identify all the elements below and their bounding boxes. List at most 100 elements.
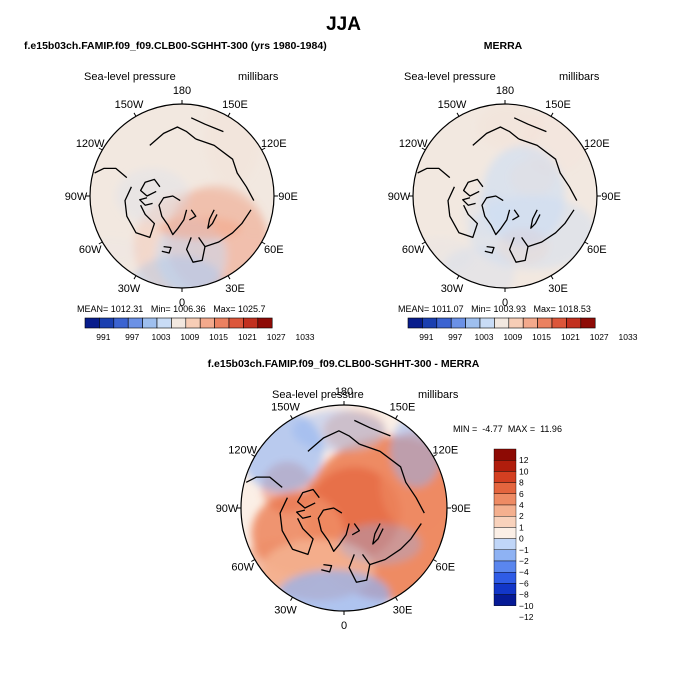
panel-1-coastline (124, 186, 156, 239)
panel-1-lon-label: 180 (173, 85, 191, 97)
panel-3-title: f.e15b03ch.FAMIP.f09_f09.CLB00-SGHHT-300… (207, 358, 480, 370)
panel-1-stats: MEAN= 1012.31 Min= 1006.36 Max= 1025.7 (77, 304, 266, 314)
panel-1-field-patch (115, 168, 190, 224)
panel-3-colorbar-label: −2 (519, 556, 529, 566)
panel-2-lon-label: 30W (441, 283, 464, 295)
panel-3-colorbar-label: 12 (519, 455, 529, 465)
panel-1-lon-label: 30E (225, 283, 245, 295)
panel-1-colorbar-swatch (228, 317, 244, 329)
panel-2-colorbar-label: 997 (448, 332, 462, 342)
panel-2-map: 180 150E 120E 90E 60E 30E 0 30W 60W 90W 120W 150W (388, 85, 621, 309)
panel-2-lon-label: 150E (545, 99, 571, 111)
panel-1-coastline (207, 209, 218, 229)
panel-3-colorbar-swatch (493, 493, 517, 506)
panel-1-colorbar-label: 991 (96, 332, 110, 342)
panel-1-colorbar-label: 1033 (296, 332, 315, 342)
panel-2-lon-label: 0 (502, 297, 508, 309)
panel-3-min-value: -4.77 (482, 424, 503, 434)
panel-2-colorbar-swatch (494, 317, 510, 329)
panel-3-colorbar-label: 2 (519, 511, 524, 521)
panel-1-lon-label: 90E (278, 191, 298, 203)
panel-3-coastline (359, 443, 425, 514)
panel-3-colorbar-label: 1 (519, 522, 524, 532)
panel-1-colorbar-swatch (257, 317, 273, 329)
panel-1-colorbar: 991 997 1003 1009 1015 1021 1027 1033 (84, 317, 315, 342)
panel-2-lon-label: 120W (399, 138, 428, 150)
panel-1-field-patch (131, 255, 224, 288)
panel-3-colorbar-swatch (493, 527, 517, 539)
panel-2-coastline (447, 186, 479, 239)
panel-2-colorbar-swatch (436, 317, 452, 329)
panel-3-colorbar-label: 10 (519, 466, 529, 476)
panel-3-max-value: 11.96 (540, 424, 562, 434)
panel-1-lon-label: 120E (261, 138, 287, 150)
panel-2-colorbar-swatch (580, 317, 596, 329)
panel-3-coastline (295, 509, 312, 519)
panel-3-units: millibars (418, 389, 459, 401)
panel-3-lon-label: 30W (274, 604, 297, 616)
panel-3-coastline (348, 554, 371, 583)
panel-1-colorbar-swatch (199, 317, 215, 329)
panel-2-colorbar-label: 1033 (619, 332, 638, 342)
panel-1-units: millibars (238, 71, 279, 83)
panel-2-max-label: Max= (533, 304, 556, 314)
panel-1-colorbar-swatch (185, 317, 201, 329)
panel-2-coastline (472, 126, 520, 146)
panel-3-max-label: MAX = (507, 424, 536, 434)
panel-1-lon-tick (133, 275, 137, 280)
panel-3-colorbar-label: −12 (519, 612, 534, 622)
panel-2-colorbar: 991 997 1003 1009 1015 1021 1027 1033 (407, 317, 638, 342)
panel-1-lon-tick (261, 147, 266, 151)
panel-2-coastline (417, 167, 451, 179)
panel-2-colorbar-swatch (479, 317, 495, 329)
panel-3-map: 180 150E 120E 90E 60E 30E 0 30W 60W 90W 120W 150W (216, 386, 471, 632)
panel-3-lon-label: 120E (432, 445, 458, 457)
panel-2-title: MERRA (483, 40, 523, 52)
panel-2-max-value: 1018.53 (558, 304, 591, 314)
panel-2-lon-tick (421, 147, 426, 151)
panel-2-lon-label: 90W (388, 191, 411, 203)
panel-1-min-value: 1006.36 (173, 304, 206, 314)
panel-3-coastline (279, 497, 314, 556)
panel-2-lon-tick (550, 112, 554, 117)
panel-2-lon-tick (421, 241, 426, 245)
panel-3-colorbar-swatch (493, 594, 517, 606)
panel-2-lon-label: 90E (601, 191, 621, 203)
panel-1-colorbar-label: 997 (125, 332, 139, 342)
panel-3-lon-label: 150W (271, 402, 300, 414)
panel-3-colorbar-swatch (493, 572, 517, 584)
panel-2-min-label: Min= (471, 304, 491, 314)
panel-3-min-label: MIN = (453, 424, 478, 434)
panel-2-mean-label: MEAN= (398, 304, 430, 314)
panel-3-colorbar-label: 6 (519, 489, 524, 499)
panel-3-colorbar-label: 0 (519, 534, 524, 544)
panel-3-coastline (351, 523, 361, 536)
panel-3-field-patch (338, 523, 422, 565)
panel-2-field-patch (497, 228, 550, 265)
panel-2-lon-tick (550, 275, 554, 280)
panel-3-colorbar-label: 4 (519, 500, 524, 510)
panel-2-coastline (484, 245, 495, 254)
panel-1-coastline (94, 167, 128, 179)
panel-1-coastline (139, 178, 161, 197)
panel-3-colorbar-swatch (493, 538, 517, 550)
panel-3-lon-label: 60W (231, 562, 254, 574)
panel-2-colorbar-swatch (422, 317, 438, 329)
panel-2-field-patch (500, 127, 555, 164)
panel-1-lon-label: 150E (222, 99, 248, 111)
panel-1-colorbar-label: 1021 (238, 332, 257, 342)
panel-1-lon-label: 0 (179, 297, 185, 309)
panel-1-colorbar-label: 1015 (209, 332, 228, 342)
panel-3-colorbar-swatch (493, 460, 517, 472)
panel-1-lon-label: 120W (76, 138, 105, 150)
panel-2-colorbar-label: 991 (419, 332, 433, 342)
panel-1-colorbar-swatch (127, 317, 143, 329)
panel-3-lon-tick (395, 596, 398, 601)
panel-2-coastline (462, 197, 476, 206)
panel-2-colorbar-swatch (522, 317, 538, 329)
panel-3-lon-tick (395, 415, 398, 420)
panel-3-lon-tick (432, 454, 437, 457)
panel-2-lon-label: 60W (402, 244, 425, 256)
panel-2-coastline (508, 237, 529, 263)
